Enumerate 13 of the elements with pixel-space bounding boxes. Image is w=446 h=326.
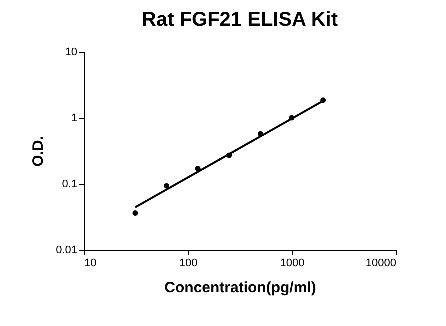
x-tick-label: 10000 [366,258,396,270]
y-tick-label: 10 [65,46,78,58]
x-tick-label: 1000 [280,258,305,270]
x-axis-title: Concentration(pg/ml) [164,280,316,296]
chart-title: Rat FGF21 ELISA Kit [142,9,338,31]
point [164,183,170,189]
y-tick-label: 1 [71,112,78,124]
y-tick-label: 0.1 [62,178,78,190]
y-axis-title: O.D. [30,136,48,167]
point [132,210,138,216]
x-tick-label: 100 [179,258,198,270]
x-tick-label: 10 [84,258,97,270]
y-tick-label: 0.01 [56,244,78,256]
